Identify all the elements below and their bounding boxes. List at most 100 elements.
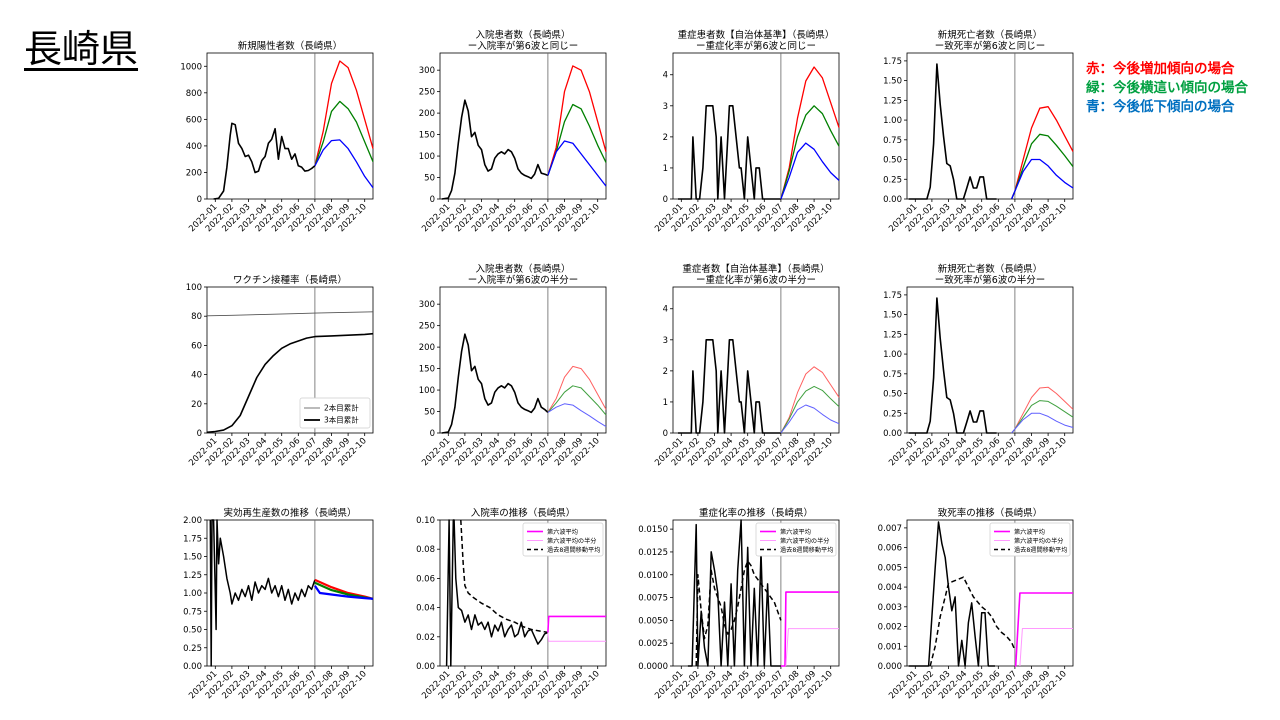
chart-title: ー入院率が第6波と同じー xyxy=(468,40,579,52)
chart-c10: 入院率の推移（長崎県）0.000.020.040.060.080.102022-… xyxy=(416,507,607,701)
plot-frame xyxy=(439,52,607,200)
y-tick-label: 1 xyxy=(663,164,668,174)
scenario-legend-blue: 青：今後低下傾向の場合 xyxy=(1086,99,1235,115)
y-tick-label: 0.00 xyxy=(416,662,435,672)
y-tick-label: 0.003 xyxy=(878,603,902,613)
scenario-legend: 赤：今後増加傾向の場合 緑：今後横這い傾向の場合 青：今後低下傾向の場合 xyxy=(1086,60,1248,117)
y-tick-label: 60 xyxy=(191,341,202,351)
y-tick-label: 0.0150 xyxy=(638,525,668,535)
chart-title: 実効再生産数の推移（長崎県） xyxy=(223,507,356,519)
chart-title: ー重症化率が第6波の半分ー xyxy=(696,274,816,286)
series-line xyxy=(206,311,374,317)
chart-c1: 新規陽性者数（長崎県）020040060080010002022-012022-… xyxy=(180,40,374,234)
series-line xyxy=(780,66,840,200)
series-line xyxy=(780,385,840,434)
chart-title: 重症化率の推移（長崎県） xyxy=(699,507,813,519)
y-tick-label: 0 xyxy=(197,429,202,439)
chart-title: 新規陽性者数（長崎県） xyxy=(238,40,343,52)
series-line xyxy=(929,576,1016,667)
series-line xyxy=(1011,400,1074,434)
series-line xyxy=(547,403,607,428)
series-line xyxy=(547,103,607,176)
y-tick-label: 1.00 xyxy=(183,589,202,599)
y-tick-label: 50 xyxy=(424,174,435,184)
y-tick-label: 800 xyxy=(186,89,202,99)
y-tick-label: 1.00 xyxy=(883,116,902,126)
series-line xyxy=(908,521,995,667)
series-line xyxy=(1014,592,1073,667)
y-tick-label: 80 xyxy=(191,312,202,322)
y-tick-label: 0.007 xyxy=(878,524,902,534)
series-line xyxy=(785,628,839,667)
chart-title: ー重症化率が第6波と同じー xyxy=(696,40,816,52)
y-tick-label: 50 xyxy=(424,408,435,418)
y-tick-label: 4 xyxy=(663,71,668,81)
legend-label: 第六波平均 xyxy=(547,528,578,536)
chart-c4: 新規死亡者数（長崎県）ー致死率が第6波と同じー 0.00 0.25 0.50 0.75 1… xyxy=(883,29,1074,234)
y-tick-label: 0.005 xyxy=(878,563,902,573)
chart-c5: ワクチン接種率（長崎県）0204060801002022-012022-0220… xyxy=(186,274,374,468)
plot-frame xyxy=(206,52,374,200)
y-tick-label: 1.50 xyxy=(183,553,202,563)
legend-label: 過去8週間移動平均 xyxy=(1014,546,1067,554)
series-line xyxy=(547,65,607,176)
series-line xyxy=(1011,386,1074,434)
legend-label: 第六波平均の半分 xyxy=(1014,537,1064,545)
y-tick-label: 0.00 xyxy=(883,195,902,205)
y-tick-label: 0.0000 xyxy=(638,662,668,672)
chart-title: 重症者数【自治体基準】（長崎県） xyxy=(682,263,829,275)
plot-frame xyxy=(206,286,374,434)
y-tick-label: 0.00 xyxy=(183,662,202,672)
y-tick-label: 1.25 xyxy=(883,330,902,340)
chart-c8: 新規死亡者数（長崎県）ー致死率が第6波の半分ー 0.00 0.25 0.50 0.75 1… xyxy=(883,263,1074,468)
series-line xyxy=(547,615,606,633)
series-line xyxy=(547,632,606,642)
chart-c9: 実効再生産数の推移（長崎県） 0.00 0.25 0.50 0.75 1.00 1.25 1.… xyxy=(183,507,374,701)
y-tick-label: 250 xyxy=(419,322,435,332)
page-title: 長崎県 xyxy=(24,27,139,71)
y-tick-label: 0.0100 xyxy=(638,571,668,581)
y-tick-label: 20 xyxy=(191,400,202,410)
y-tick-label: 0 xyxy=(197,195,202,205)
y-tick-label: 0.75 xyxy=(883,136,902,146)
y-tick-label: 0.25 xyxy=(183,644,202,654)
plot-frame xyxy=(672,519,840,667)
y-tick-label: 0.0025 xyxy=(638,639,668,649)
chart-title: ー致死率が第6波の半分ー xyxy=(935,274,1046,286)
series-line xyxy=(1011,412,1074,434)
series-line xyxy=(547,140,607,187)
chart-legend: 2本目累計 3本目累計 xyxy=(299,397,371,429)
y-tick-label: 4 xyxy=(663,305,668,315)
series-line xyxy=(206,332,374,434)
plot-frame xyxy=(439,519,607,667)
y-tick-label: 0.000 xyxy=(878,662,902,672)
y-tick-label: 3 xyxy=(663,336,668,346)
y-tick-label: 0.04 xyxy=(416,604,435,614)
series-line xyxy=(695,560,782,667)
y-tick-label: 40 xyxy=(191,371,202,381)
chart-c11: 重症化率の推移（長崎県） 0.0000 0.0025 0.0050 0.0075 0.01… xyxy=(638,507,840,701)
y-tick-label: 150 xyxy=(419,131,435,141)
y-tick-label: 0.75 xyxy=(183,607,202,617)
y-tick-label: 1 xyxy=(663,398,668,408)
y-tick-label: 1.50 xyxy=(883,77,902,87)
series-line xyxy=(314,100,374,167)
series-line xyxy=(460,519,549,634)
y-tick-label: 100 xyxy=(419,152,435,162)
legend-label: 3本目累計 xyxy=(324,415,359,425)
y-tick-label: 0.08 xyxy=(416,545,435,555)
chart-c7: 重症者数【自治体基準】（長崎県）ー重症化率が第6波の半分ー012342022-0… xyxy=(653,263,840,468)
y-tick-label: 2.00 xyxy=(183,516,202,526)
series-line xyxy=(908,63,997,200)
chart-title: ー致死率が第6波と同じー xyxy=(935,40,1046,52)
y-tick-label: 0.25 xyxy=(883,409,902,419)
y-tick-label: 1.75 xyxy=(883,291,902,301)
y-tick-label: 0.50 xyxy=(183,626,202,636)
y-tick-label: 2 xyxy=(663,133,668,143)
chart-c3: 重症患者数【自治体基準】（長崎県）ー重症化率が第6波と同じー012342022-… xyxy=(653,29,840,234)
y-tick-label: 0.0050 xyxy=(638,616,668,626)
plot-frame xyxy=(906,286,1074,434)
series-line xyxy=(780,142,840,200)
